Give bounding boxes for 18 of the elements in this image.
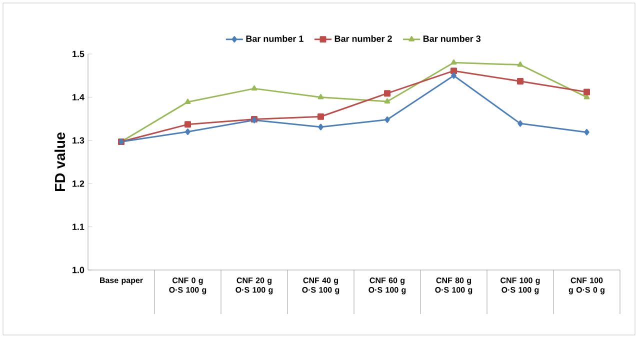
y-tick-label: 1.5 bbox=[72, 50, 84, 58]
x-tick-label: CNF 100 g O·S 100 g bbox=[500, 278, 540, 294]
y-tick-label: 1.3 bbox=[72, 137, 84, 144]
x-tick-label: CNF 100 g O·S 0 g bbox=[568, 278, 604, 294]
y-tick-label: 1.0 bbox=[72, 266, 84, 274]
legend-label: Bar number 1 bbox=[246, 35, 304, 42]
x-tick-label: CNF 0 g O·S 100 g bbox=[169, 278, 206, 294]
y-tick-label: 1.1 bbox=[72, 224, 84, 230]
legend-label: Bar number 2 bbox=[334, 35, 392, 42]
x-tick-label: CNF 40 g O·S 100 g bbox=[302, 278, 340, 294]
x-tick-label: CNF 60 g O·S 100 g bbox=[368, 278, 406, 294]
legend-label: Bar number 3 bbox=[423, 35, 481, 42]
x-tick-label: CNF 80 g O·S 100 g bbox=[435, 278, 472, 294]
y-axis-title: FD value bbox=[54, 132, 66, 192]
x-tick-label: Base paper bbox=[100, 278, 143, 285]
x-tick-label: CNF 20 g O·S 100 g bbox=[236, 278, 273, 294]
y-tick-label: 1.2 bbox=[72, 180, 84, 187]
y-tick-label: 1.4 bbox=[72, 94, 84, 100]
